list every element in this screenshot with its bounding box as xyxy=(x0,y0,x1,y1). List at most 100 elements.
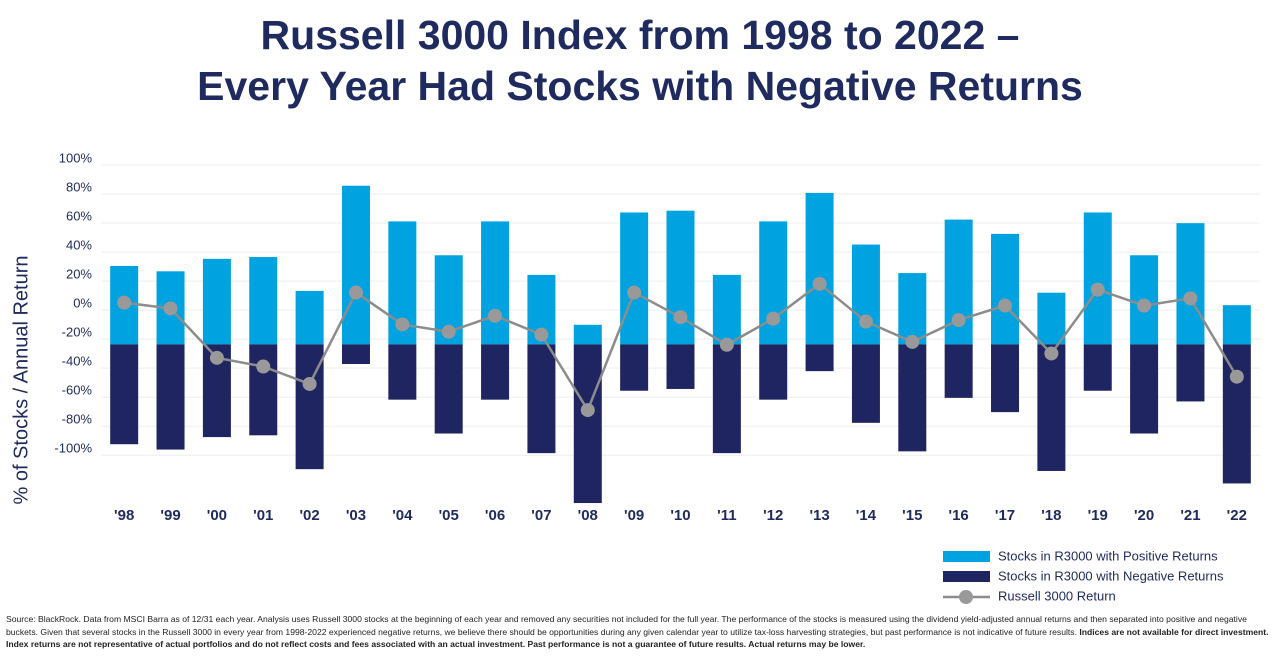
x-tick-label: '07 xyxy=(531,507,551,524)
x-tick-label: '19 xyxy=(1088,507,1108,524)
x-tick-label: '18 xyxy=(1041,507,1061,524)
bar xyxy=(898,344,927,452)
bar xyxy=(341,344,370,364)
chart-title: Russell 3000 Index from 1998 to 2022 – xyxy=(261,12,1020,58)
marker xyxy=(1229,369,1244,384)
bar xyxy=(110,344,139,445)
x-tick-label: '16 xyxy=(949,507,969,524)
marker xyxy=(951,313,966,328)
x-tick-label: '09 xyxy=(624,507,644,524)
bar xyxy=(1222,305,1251,345)
marker xyxy=(302,376,317,391)
bar xyxy=(712,274,741,345)
bar xyxy=(1037,292,1066,345)
marker xyxy=(1044,346,1059,361)
x-tick-label: '15 xyxy=(902,507,922,524)
marker xyxy=(858,314,873,329)
legend-label: Stocks in R3000 with Negative Returns xyxy=(998,568,1224,583)
x-tick-label: '00 xyxy=(207,507,227,524)
x-tick-label: '14 xyxy=(856,507,877,524)
x-tick-label: '98 xyxy=(114,507,134,524)
y-tick-label: -100% xyxy=(54,441,92,456)
legend-swatch xyxy=(943,551,990,562)
marker xyxy=(488,308,503,323)
marker xyxy=(1090,282,1105,297)
marker xyxy=(812,276,827,291)
marker xyxy=(534,327,549,342)
bar xyxy=(759,221,788,345)
y-tick-label: -80% xyxy=(62,412,93,427)
x-tick-label: '22 xyxy=(1227,507,1247,524)
marker xyxy=(395,317,410,332)
y-tick-label: 100% xyxy=(59,150,93,165)
marker xyxy=(348,285,363,300)
footnote-bold: Indices are not available for direct inv… xyxy=(6,626,1269,650)
marker xyxy=(1183,291,1198,306)
bar xyxy=(481,221,510,345)
bar xyxy=(759,344,788,400)
x-tick-label: '02 xyxy=(299,507,319,524)
bar xyxy=(249,257,278,345)
x-tick-label: '99 xyxy=(160,507,180,524)
marker xyxy=(998,298,1013,313)
bar xyxy=(805,344,834,372)
bar xyxy=(898,273,927,345)
bar xyxy=(156,344,185,450)
legend-swatch xyxy=(959,590,973,604)
marker xyxy=(673,310,688,325)
x-tick-label: '13 xyxy=(809,507,829,524)
bar xyxy=(1083,212,1112,345)
marker xyxy=(163,301,178,316)
bar xyxy=(341,185,370,345)
legend-label: Russell 3000 Return xyxy=(998,588,1116,603)
marker xyxy=(580,403,595,418)
y-tick-label: -40% xyxy=(62,354,93,369)
bar xyxy=(620,212,649,345)
bar xyxy=(1222,344,1251,484)
x-tick-label: '01 xyxy=(253,507,273,524)
x-tick-label: '10 xyxy=(670,507,690,524)
y-tick-label: -60% xyxy=(62,383,93,398)
bar xyxy=(202,258,231,345)
x-tick-label: '04 xyxy=(392,507,413,524)
bar xyxy=(1176,344,1205,402)
bar xyxy=(805,192,834,345)
marker xyxy=(627,285,642,300)
x-tick-label: '21 xyxy=(1180,507,1200,524)
marker xyxy=(256,359,271,374)
y-axis-label: % of Stocks / Annual Return xyxy=(10,255,32,504)
bar xyxy=(573,324,602,345)
bar xyxy=(1083,344,1112,391)
x-tick-label: '08 xyxy=(578,507,598,524)
bar xyxy=(434,344,463,434)
bar xyxy=(620,344,649,391)
bar xyxy=(1130,344,1159,434)
bar xyxy=(388,344,417,400)
bar xyxy=(851,344,880,423)
bar xyxy=(1176,223,1205,345)
bar xyxy=(295,290,324,345)
marker xyxy=(719,337,734,352)
marker xyxy=(209,350,224,365)
y-tick-label: 40% xyxy=(66,238,92,253)
x-tick-label: '05 xyxy=(439,507,459,524)
marker xyxy=(905,334,920,349)
footnote-text: Source: BlackRock. Data from MSCI Barra … xyxy=(6,614,1247,637)
bar xyxy=(851,244,880,345)
bar xyxy=(527,344,556,454)
chart-title: Every Year Had Stocks with Negative Retu… xyxy=(197,63,1083,109)
bar xyxy=(249,344,278,436)
bar xyxy=(573,344,602,504)
marker xyxy=(441,324,456,339)
x-tick-label: '17 xyxy=(995,507,1015,524)
y-tick-label: 60% xyxy=(66,208,92,223)
bar xyxy=(944,344,973,398)
x-tick-label: '11 xyxy=(717,507,736,524)
bar xyxy=(666,344,695,389)
y-tick-label: -20% xyxy=(62,325,93,340)
y-tick-label: 20% xyxy=(66,267,92,282)
legend-swatch xyxy=(943,571,990,582)
x-tick-label: '06 xyxy=(485,507,505,524)
bar xyxy=(481,344,510,400)
